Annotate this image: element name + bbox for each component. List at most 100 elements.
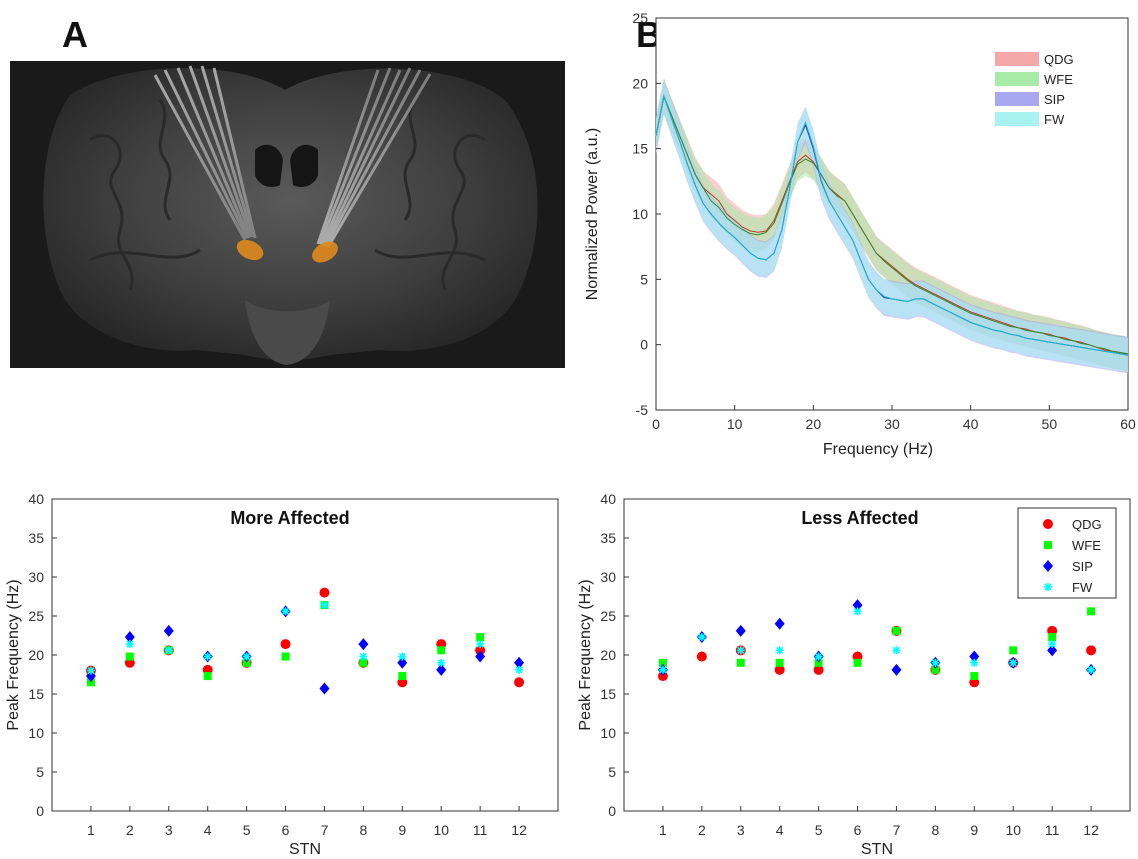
point-wfe <box>437 646 446 655</box>
point-fw-stroke <box>698 633 706 641</box>
point-fw <box>86 666 95 675</box>
x-tick-label: 3 <box>165 822 173 838</box>
legend-swatch-fw <box>995 112 1039 126</box>
legend-label-fw: FW <box>1044 112 1065 127</box>
point-fw <box>281 607 290 616</box>
chart-d-y-label: Peak Frequency (Hz) <box>577 579 594 730</box>
point-wfe <box>892 626 901 635</box>
point-fw-stroke <box>359 652 367 661</box>
y-tick-label: 15 <box>600 686 616 702</box>
chart-c-y-label: Peak Frequency (Hz) <box>5 579 22 730</box>
point-wfe <box>970 672 979 681</box>
x-tick-label: 6 <box>282 822 290 838</box>
point-fw-stroke <box>931 659 939 667</box>
x-tick-label: 10 <box>433 822 449 838</box>
point-fw <box>931 658 940 667</box>
point-fw <box>697 633 706 642</box>
point-fw <box>775 646 784 655</box>
point-sip <box>124 631 135 644</box>
point-fw-stroke <box>1009 659 1017 667</box>
line-wfe <box>655 94 1129 355</box>
point-wfe <box>1048 633 1057 642</box>
y-tick-label: 5 <box>608 764 616 780</box>
y-tick-label: 15 <box>28 686 44 702</box>
chart-b-y-ticks: -5 0 5 10 15 20 25 <box>632 10 661 418</box>
y-tick-label: 40 <box>28 491 44 507</box>
x-tick-label: 0 <box>652 416 660 432</box>
point-wfe <box>775 658 784 667</box>
legend-label-wfe: WFE <box>1044 72 1073 87</box>
x-tick-label: 7 <box>893 822 901 838</box>
x-tick-label: 4 <box>204 822 212 838</box>
point-wfe <box>658 658 667 667</box>
y-tick-label: 15 <box>632 141 648 157</box>
chart-d-points <box>657 599 1097 688</box>
x-tick-label: 5 <box>815 822 823 838</box>
point-fw <box>853 607 862 616</box>
x-tick-label: 9 <box>398 822 406 838</box>
x-tick-label: 4 <box>776 822 784 838</box>
legend-box <box>1017 507 1117 599</box>
point-fw-stroke <box>853 607 862 615</box>
legend-marker-qdg <box>1043 519 1053 529</box>
x-tick-label: 30 <box>884 416 900 432</box>
point-fw-stroke <box>281 607 290 615</box>
point-fw-stroke <box>165 646 173 654</box>
y-tick-label: 20 <box>632 75 648 91</box>
point-fw <box>736 646 745 655</box>
point-wfe <box>1009 646 1018 655</box>
point-wfe <box>242 658 251 667</box>
legend-label-sip: SIP <box>1072 559 1093 574</box>
point-wfe <box>853 658 862 667</box>
point-wfe <box>125 652 134 661</box>
point-sip <box>735 624 746 637</box>
x-tick-label: 12 <box>1083 822 1099 838</box>
point-fw-stroke <box>437 659 445 667</box>
x-tick-label: 11 <box>1045 822 1060 838</box>
point-wfe <box>814 658 823 667</box>
point-qdg <box>774 664 785 675</box>
line-fw <box>655 94 1129 356</box>
x-tick-label: 7 <box>321 822 329 838</box>
point-wfe <box>931 665 940 674</box>
x-tick-label: 1 <box>659 822 667 838</box>
y-tick-label: 35 <box>28 530 44 546</box>
point-fw-stroke <box>1087 666 1095 674</box>
x-tick-label: 50 <box>1042 416 1058 432</box>
point-qdg <box>514 677 525 688</box>
x-tick-label: 12 <box>511 822 527 838</box>
chart-d-x-ticks: 1 2 3 4 5 6 7 8 9 10 11 12 <box>659 806 1099 838</box>
chart-c-points <box>85 587 525 695</box>
legend-swatch-wfe <box>995 72 1039 86</box>
y-tick-label: 25 <box>632 10 648 26</box>
point-fw <box>515 665 524 674</box>
legend-swatch-sip <box>995 92 1039 106</box>
line-qdg <box>655 94 1129 356</box>
y-tick-label: 25 <box>28 608 44 624</box>
legend-label-wfe: WFE <box>1072 538 1101 553</box>
y-tick-label: 25 <box>600 608 616 624</box>
legend-marker-fw <box>1044 583 1052 591</box>
x-tick-label: 3 <box>737 822 745 838</box>
point-fw-stroke <box>659 666 667 674</box>
x-tick-label: 60 <box>1120 416 1136 432</box>
x-tick-label: 10 <box>1005 822 1021 838</box>
point-sip <box>163 624 174 637</box>
point-fw <box>476 640 485 649</box>
point-fw-stroke <box>398 652 406 661</box>
point-fw <box>970 658 979 667</box>
chart-c-x-ticks: 1 2 3 4 5 6 7 8 9 10 11 12 <box>87 806 527 838</box>
point-fw-stroke <box>126 640 134 648</box>
point-sip <box>774 617 785 630</box>
point-qdg <box>696 651 707 662</box>
y-tick-label: 10 <box>600 725 616 741</box>
point-qdg <box>657 671 668 682</box>
legend-marker-wfe <box>1044 541 1052 549</box>
point-sip <box>319 682 330 695</box>
legend-label-fw: FW <box>1072 580 1093 595</box>
point-fw-stroke <box>204 652 212 661</box>
point-fw-stroke <box>970 659 978 667</box>
